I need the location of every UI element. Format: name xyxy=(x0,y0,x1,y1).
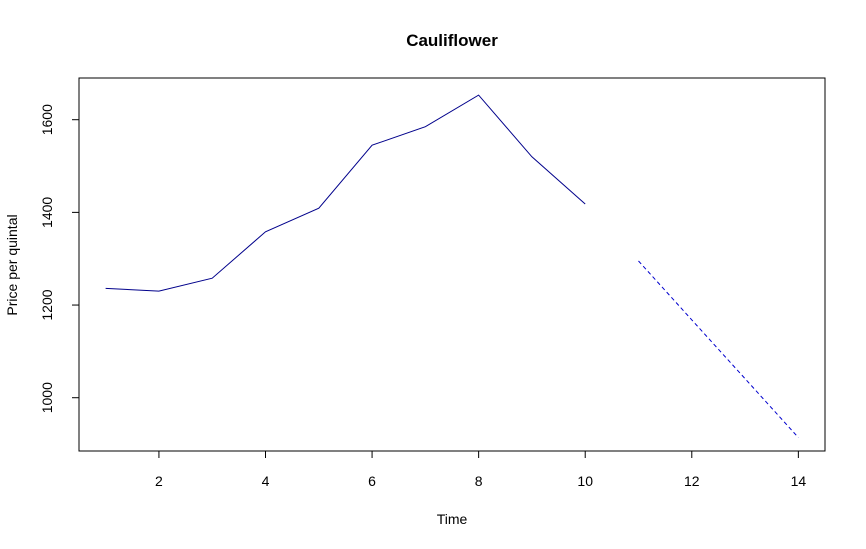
x-tick-label: 8 xyxy=(475,473,483,489)
x-tick-label: 14 xyxy=(791,473,807,489)
chart-title: Cauliflower xyxy=(406,31,498,50)
y-tick-label: 1200 xyxy=(39,289,55,320)
x-axis: 2 4 6 8 10 12 14 xyxy=(155,451,806,489)
x-axis-label: Time xyxy=(437,511,468,527)
x-tick-label: 2 xyxy=(155,473,163,489)
x-tick-label: 6 xyxy=(368,473,376,489)
y-tick-label: 1400 xyxy=(39,197,55,228)
y-axis: 1000 1200 1400 1600 xyxy=(39,104,79,413)
x-tick-label: 12 xyxy=(684,473,700,489)
y-tick-label: 1600 xyxy=(39,104,55,135)
x-tick-label: 10 xyxy=(577,473,593,489)
x-tick-label: 4 xyxy=(262,473,270,489)
series-layer xyxy=(105,94,799,438)
forecast-line xyxy=(638,260,799,438)
plot-frame xyxy=(78,77,826,452)
y-axis-label: Price per quintal xyxy=(4,214,20,315)
y-tick-label: 1000 xyxy=(39,382,55,413)
price-line xyxy=(105,94,586,292)
